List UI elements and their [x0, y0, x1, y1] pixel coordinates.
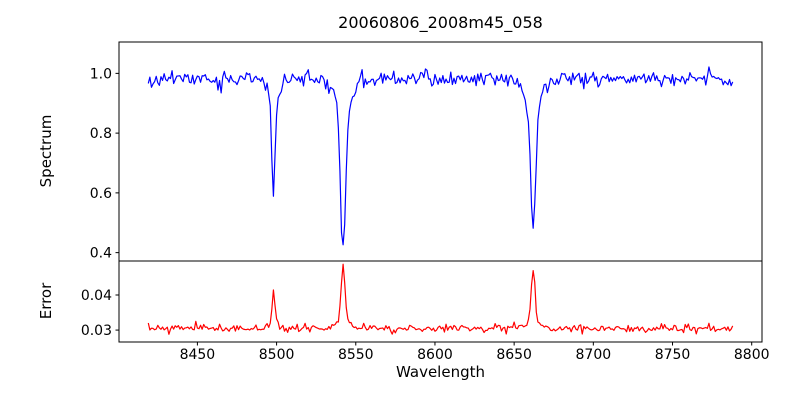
y-axis-label-spectrum: Spectrum — [37, 114, 55, 188]
x-axis-label: Wavelength — [396, 363, 485, 381]
y-axis-label-error: Error — [37, 282, 55, 320]
spectrum-y-tick-label: 0.6 — [90, 186, 112, 202]
spectrum-y-tick-label: 0.8 — [90, 126, 112, 142]
error-line-series — [147, 263, 734, 335]
chart-title: 20060806_2008m45_058 — [338, 13, 543, 32]
error-y-tick-label: 0.04 — [81, 288, 112, 304]
x-tick-label: 8650 — [496, 347, 532, 363]
spectrum-y-tick-label: 0.4 — [90, 246, 112, 262]
spectrum-y-tick-label: 1.0 — [90, 66, 112, 82]
error-axes-box — [118, 260, 763, 343]
spectrum-line-series — [147, 66, 734, 246]
error-y-tick-label: 0.03 — [81, 323, 112, 339]
x-tick-label: 8550 — [338, 347, 374, 363]
x-tick-label: 8750 — [655, 347, 691, 363]
spectrum-axes-box — [118, 41, 763, 262]
x-tick-label: 8500 — [259, 347, 295, 363]
x-tick-label: 8600 — [417, 347, 453, 363]
x-tick-label: 8450 — [180, 347, 216, 363]
x-tick-label: 8800 — [734, 347, 770, 363]
x-tick-label: 8700 — [576, 347, 612, 363]
